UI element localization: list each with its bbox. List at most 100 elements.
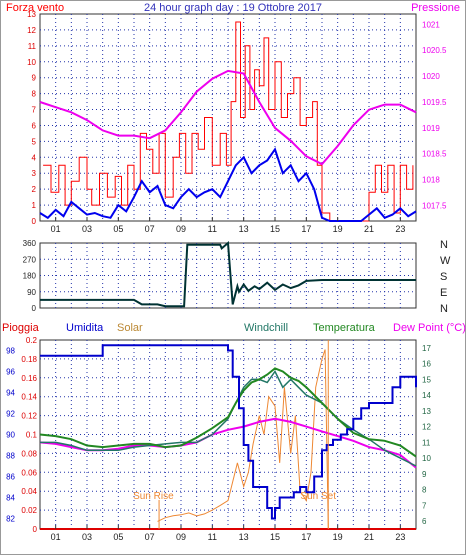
- hour-axis-bottom-tick-label: 21: [364, 532, 374, 542]
- legend-row: Pioggia Umidita Solar Windchill Temperat…: [2, 322, 466, 334]
- hour-axis-top-tick-label: 03: [82, 224, 92, 234]
- temperature-axis-tick-label: 14: [422, 391, 431, 400]
- hour-axis-bottom-tick-label: 15: [270, 532, 280, 542]
- rain-axis-tick-label: 0.08: [21, 449, 37, 458]
- hour-axis-bottom: 01 03 05 07 09 11 13 15 17 19 21 23: [51, 525, 405, 542]
- compass-label-w: W: [440, 255, 451, 267]
- hour-axis-top-tick-label: 09: [176, 224, 186, 234]
- humidity-axis: 82 84 86 88 90 92 94 96 98: [6, 347, 15, 524]
- temperature-axis-tick-label: 13: [422, 407, 431, 416]
- wind-force-axis-tick-label: 0: [32, 217, 37, 226]
- temperature-axis: 6 7 8 9 10 11 12 13 14 15 16 17: [422, 344, 431, 526]
- temperature-axis-tick-label: 17: [422, 344, 431, 353]
- wind-force-axis-tick-label: 3: [32, 169, 37, 178]
- wind-force-axis-tick-label: 2: [32, 185, 37, 194]
- temperature-axis-tick-label: 7: [422, 501, 427, 510]
- wind-force-axis-tick-label: 11: [28, 42, 37, 51]
- hour-axis-top: 01 03 05 07 09 11 13 15 17 19 21 23: [51, 217, 405, 234]
- temperature-axis-tick-label: 10: [422, 454, 431, 463]
- wind-pressure-plot-area: [39, 13, 417, 222]
- temperature-axis-tick-label: 12: [422, 423, 431, 432]
- rain-axis-tick-label: 0.14: [21, 393, 37, 402]
- wind-force-axis-tick-label: 5: [32, 137, 37, 146]
- humidity-axis-tick-label: 94: [6, 389, 15, 398]
- rain-axis-tick-label: 0.1: [26, 431, 38, 440]
- rain-axis-tick-label: 0.2: [26, 336, 38, 345]
- header-left-label: Forza vento: [6, 2, 64, 14]
- wind-direction-axis-tick-label: 360: [23, 239, 37, 248]
- wind-force-axis-tick-label: 13: [27, 10, 36, 19]
- wind-direction-axis-tick-label: 180: [23, 272, 37, 281]
- pressure-axis-tick-label: 1019: [422, 124, 440, 133]
- solar-line: [157, 349, 329, 530]
- hour-axis-bottom-tick-label: 03: [82, 532, 92, 542]
- hour-axis-top-tick-label: 21: [364, 224, 374, 234]
- sunrise-annotation: Sun Rise: [133, 491, 174, 502]
- wind-force-axis-tick-label: 6: [32, 121, 37, 130]
- wind-direction-axis-tick-label: 0: [32, 304, 37, 313]
- rain-axis: 0 0.02 0.04 0.06 0.08 0.1 0.12 0.14 0.16 0.18 0.2: [21, 336, 37, 534]
- rain-axis-tick-label: 0.18: [21, 355, 37, 364]
- hour-axis-top-tick-label: 23: [395, 224, 405, 234]
- hour-axis-top-tick-label: 11: [208, 224, 217, 234]
- hour-axis-top-tick-label: 17: [301, 224, 311, 234]
- wind-direction-panel: 0 90 180 270 360 N W S E N: [23, 239, 451, 315]
- pressure-line: [39, 69, 417, 166]
- header-right-label: Pressione: [411, 2, 460, 14]
- hour-axis-top-tick-label: 05: [113, 224, 123, 234]
- compass-labels: N W S E N: [440, 239, 451, 315]
- wind-force-axis-tick-label: 4: [32, 153, 37, 162]
- humidity-axis-tick-label: 96: [6, 368, 15, 377]
- humidity-axis-tick-label: 82: [6, 515, 15, 524]
- hour-axis-bottom-tick-label: 05: [113, 532, 123, 542]
- legend-dewpoint: Dew Point (°C): [393, 322, 466, 334]
- rain-axis-tick-label: 0.06: [21, 468, 37, 477]
- pressure-axis-tick-label: 1018.5: [422, 150, 447, 159]
- humidity-axis-tick-label: 86: [6, 473, 15, 482]
- hour-axis-bottom-tick-label: 07: [145, 532, 155, 542]
- hour-axis-top-tick-label: 19: [333, 224, 343, 234]
- pressure-axis-tick-label: 1021: [422, 20, 440, 29]
- temperature-line: [39, 367, 417, 458]
- wind-force-axis-tick-label: 7: [32, 106, 37, 115]
- compass-label-n-bottom: N: [440, 303, 448, 315]
- hour-axis-bottom-tick-label: 09: [176, 532, 186, 542]
- pressure-axis-tick-label: 1020: [422, 72, 440, 81]
- wind-force-axis-tick-label: 9: [32, 74, 37, 83]
- wind-direction-axis: 0 90 180 270 360: [23, 239, 37, 313]
- humidity-axis-tick-label: 84: [6, 494, 15, 503]
- humidity-axis-tick-label: 92: [6, 410, 15, 419]
- hour-axis-bottom-tick-label: 23: [395, 532, 405, 542]
- humidity-line: [40, 344, 417, 520]
- wind-average-line: [39, 147, 417, 222]
- hour-axis-top-tick-label: 01: [51, 224, 61, 234]
- pressure-axis-tick-label: 1017.5: [422, 201, 447, 210]
- rain-axis-tick-label: 0.04: [21, 487, 37, 496]
- hour-axis-top-tick-label: 15: [270, 224, 280, 234]
- temperature-axis-tick-label: 9: [422, 470, 427, 479]
- rain-axis-tick-label: 0.12: [21, 412, 37, 421]
- hour-axis-top-tick-label: 07: [145, 224, 155, 234]
- hour-axis-bottom-tick-label: 01: [51, 532, 61, 542]
- rain-axis-tick-label: 0: [33, 525, 38, 534]
- hour-axis-bottom-tick-label: 13: [239, 532, 249, 542]
- humidity-axis-tick-label: 88: [6, 452, 15, 461]
- rain-axis-tick-label: 0.02: [21, 506, 37, 515]
- sunset-annotation: Sun Set: [300, 491, 336, 502]
- legend-solar: Solar: [117, 322, 143, 334]
- wind-force-axis-tick-label: 12: [27, 26, 36, 35]
- legend-windchill: Windchill: [244, 322, 288, 334]
- pressure-axis-tick-label: 1019.5: [422, 98, 447, 107]
- header-title: 24 hour graph day : 19 Ottobre 2017: [144, 2, 322, 14]
- pressure-axis: 1017.5 1018 1018.5 1019 1019.5 1020 1020.5 1021: [422, 20, 447, 210]
- legend-humidity: Umidita: [66, 322, 104, 334]
- hour-axis-bottom-tick-label: 11: [208, 532, 217, 542]
- pressure-axis-tick-label: 1018: [422, 176, 440, 185]
- wind-force-axis-tick-label: 10: [27, 58, 36, 67]
- compass-label-s: S: [440, 271, 447, 283]
- rain-axis-tick-label: 0.16: [21, 374, 37, 383]
